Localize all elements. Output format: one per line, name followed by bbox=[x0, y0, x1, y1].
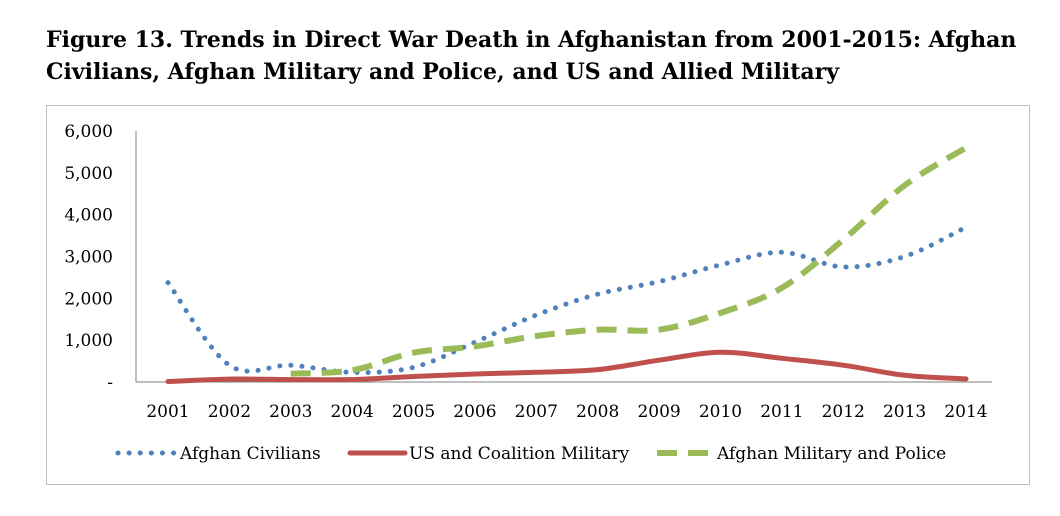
y-tick-label: - bbox=[107, 373, 113, 393]
y-tick-label: 1,000 bbox=[64, 331, 113, 351]
x-axis: 2001 2002 2003 2004 2005 2006 2007 2008 2009 2010… bbox=[136, 381, 992, 422]
y-tick-label: 2,000 bbox=[64, 289, 113, 309]
x-tick-label: 2004 bbox=[331, 402, 374, 422]
series-line-afghan-civilians bbox=[165, 224, 969, 375]
y-tick-label: 3,000 bbox=[64, 248, 113, 268]
x-tick-label: 2005 bbox=[392, 402, 435, 422]
chart-title: Figure 13. Trends in Direct War Death in… bbox=[46, 27, 1017, 85]
x-tick-label: 2010 bbox=[699, 402, 742, 422]
x-tick-label: 2008 bbox=[576, 402, 619, 422]
x-tick-label: 2001 bbox=[146, 402, 189, 422]
x-tick-label: 2003 bbox=[269, 402, 312, 422]
series-line-afghan-military-and-police bbox=[290, 145, 968, 377]
legend-label: US and Coalition Military bbox=[409, 444, 630, 464]
x-tick-label: 2002 bbox=[208, 402, 251, 422]
chart-frame bbox=[46, 105, 1030, 485]
legend-label: Afghan Military and Police bbox=[716, 444, 946, 464]
x-tick-label: 2014 bbox=[944, 402, 987, 422]
y-axis: - 1,000 2,000 3,000 4,000 5,000 6,000 bbox=[64, 122, 137, 393]
y-tick-label: 5,000 bbox=[64, 164, 113, 184]
legend-item-us-and-coalition-military: US and Coalition Military bbox=[347, 444, 630, 464]
x-tick-label: 2011 bbox=[760, 402, 803, 422]
series-lines bbox=[165, 145, 969, 384]
y-tick-label: 6,000 bbox=[64, 122, 113, 142]
series-line-us-and-coalition-military bbox=[165, 349, 969, 384]
x-tick-label: 2007 bbox=[515, 402, 558, 422]
legend-item-afghan-military-and-police: Afghan Military and Police bbox=[657, 444, 946, 464]
legend: Afghan Civilians US and Coalition Militar… bbox=[115, 444, 946, 464]
x-tick-label: 2006 bbox=[453, 402, 496, 422]
x-tick-label: 2009 bbox=[637, 402, 680, 422]
y-tick-label: 4,000 bbox=[64, 206, 113, 226]
legend-item-afghan-civilians: Afghan Civilians bbox=[115, 444, 321, 464]
x-tick-label: 2013 bbox=[883, 402, 926, 422]
x-tick-label: 2012 bbox=[822, 402, 865, 422]
legend-label: Afghan Civilians bbox=[179, 444, 321, 464]
